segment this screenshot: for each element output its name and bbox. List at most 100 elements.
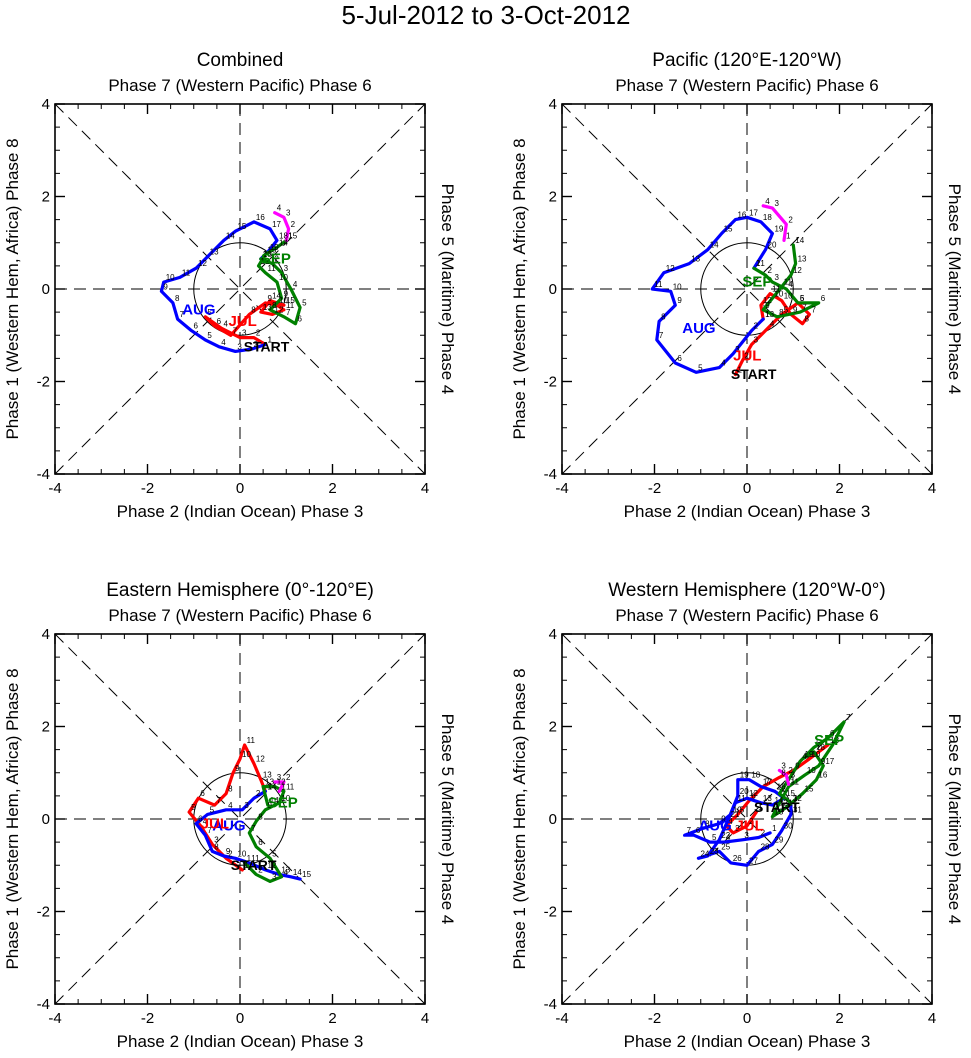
label-aug: AUG	[698, 818, 731, 835]
left-phase-label: Phase 1 (Western Hem, Africa) Phase 8	[3, 138, 22, 439]
day-number-label: 14	[795, 236, 804, 245]
day-number-label: 8	[175, 294, 180, 303]
day-number-label: 18	[763, 213, 772, 222]
day-number-label: 11	[772, 285, 781, 294]
day-number-label: 18	[816, 743, 825, 752]
x-tick-label: 4	[421, 480, 429, 497]
day-number-label: 13	[691, 255, 700, 264]
day-number-label: 11	[830, 736, 839, 745]
day-number-label: 3	[735, 824, 740, 833]
day-number-label: 5	[207, 308, 212, 317]
day-number-label: 2	[254, 340, 259, 349]
day-number-label: 13	[798, 255, 807, 264]
x-tick-label: 0	[236, 480, 244, 497]
day-number-label: 2	[291, 220, 296, 229]
x-tick-label: -4	[48, 480, 61, 497]
right-phase-label: Phase 5 (Maritime) Phase 4	[945, 714, 964, 925]
day-number-label: 6	[298, 315, 303, 324]
day-number-label: 3	[791, 771, 796, 780]
day-number-label: 15	[288, 231, 297, 240]
day-number-label: 5	[740, 805, 745, 814]
day-number-label: 4	[770, 319, 775, 328]
day-number-label: 9	[765, 301, 770, 310]
day-number-label: 8	[705, 819, 710, 828]
day-number-label: 7	[251, 824, 256, 833]
day-number-label: 6	[198, 815, 203, 824]
y-tick-label: -2	[544, 904, 557, 921]
day-number-label: 1	[793, 794, 798, 803]
day-number-label: 2	[754, 322, 759, 331]
day-number-label: 1	[737, 366, 742, 375]
top-phase-label: Phase 7 (Western Pacific) Phase 6	[615, 76, 878, 95]
day-number-label: 2	[788, 215, 793, 224]
day-number-label: 11	[791, 778, 800, 787]
panel-2: Pacific (120°E-120°W) Phase 7 (Western Pa…	[510, 50, 964, 521]
plot-frame	[561, 633, 933, 1005]
right-phase-label: Phase 5 (Maritime) Phase 4	[438, 184, 457, 395]
day-number-label: 4	[203, 817, 208, 826]
day-number-label: 5	[800, 294, 805, 303]
day-number-label: 7	[811, 305, 816, 314]
day-number-label: 13	[763, 794, 772, 803]
day-number-label: 24	[700, 849, 709, 858]
day-number-label: 2	[286, 773, 291, 782]
day-number-label: 4	[721, 359, 726, 368]
day-number-label: 6	[200, 789, 205, 798]
day-number-label: 17	[763, 778, 772, 787]
bottom-phase-label: Phase 2 (Indian Ocean) Phase 3	[117, 502, 364, 521]
x-tick-label: 0	[743, 480, 751, 497]
day-number-label: 2	[761, 829, 766, 838]
diagonal-guide	[54, 103, 426, 475]
trajectory-jul	[203, 299, 286, 347]
x-tick-label: 0	[236, 1010, 244, 1027]
trajectory-aug	[650, 215, 774, 374]
x-tick-label: -2	[648, 480, 661, 497]
label-start: START	[731, 366, 777, 382]
day-number-label: 12	[256, 755, 265, 764]
day-number-label: 5	[712, 833, 717, 842]
trajectory-oct	[761, 204, 788, 242]
label-jul: JUL	[735, 818, 763, 835]
label-jul: JUL	[201, 815, 229, 832]
day-number-label: 10	[237, 849, 246, 858]
y-tick-label: 4	[549, 626, 557, 643]
day-number-label: 10	[784, 292, 793, 301]
label-aug: AUG	[212, 818, 245, 835]
day-number-label: 9	[235, 764, 240, 773]
day-number-label: 11	[286, 301, 295, 310]
label-aug: AUG	[682, 320, 715, 337]
x-tick-label: 4	[421, 1010, 429, 1027]
day-number-label: 29	[774, 835, 783, 844]
panel-title: Pacific (120°E-120°W)	[652, 50, 841, 71]
day-number-label: 7	[207, 826, 212, 835]
y-tick-label: -2	[544, 374, 557, 391]
bottom-phase-label: Phase 2 (Indian Ocean) Phase 3	[624, 502, 871, 521]
day-number-label: 18	[279, 231, 288, 240]
day-number-label: 12	[749, 789, 758, 798]
top-phase-label: Phase 7 (Western Pacific) Phase 6	[108, 76, 371, 95]
day-number-label: 3	[735, 345, 740, 354]
day-number-label: 7	[659, 331, 664, 340]
diagonal-guide	[54, 633, 426, 1005]
day-number-label: 16	[737, 211, 746, 220]
day-number-label: 3	[754, 336, 759, 345]
day-number-label: 3	[214, 835, 219, 844]
top-phase-label: Phase 7 (Western Pacific) Phase 6	[108, 606, 371, 625]
day-number-label: 4	[284, 868, 289, 877]
day-number-label: 1	[772, 824, 777, 833]
day-number-label: 9	[795, 761, 800, 770]
day-number-label: 5	[210, 805, 215, 814]
day-number-label: 3	[774, 273, 779, 282]
y-tick-label: 0	[42, 811, 50, 828]
day-number-label: 11	[251, 854, 260, 863]
day-number-label: 17	[272, 220, 281, 229]
x-tick-label: 4	[928, 1010, 936, 1027]
y-tick-label: 2	[42, 719, 50, 736]
trajectory-sep	[770, 720, 846, 819]
day-number-label: 10	[733, 805, 742, 814]
y-tick-label: 4	[42, 626, 50, 643]
day-number-label: 19	[740, 771, 749, 780]
day-number-label: 4	[802, 752, 807, 761]
day-number-label: 2	[256, 329, 261, 338]
